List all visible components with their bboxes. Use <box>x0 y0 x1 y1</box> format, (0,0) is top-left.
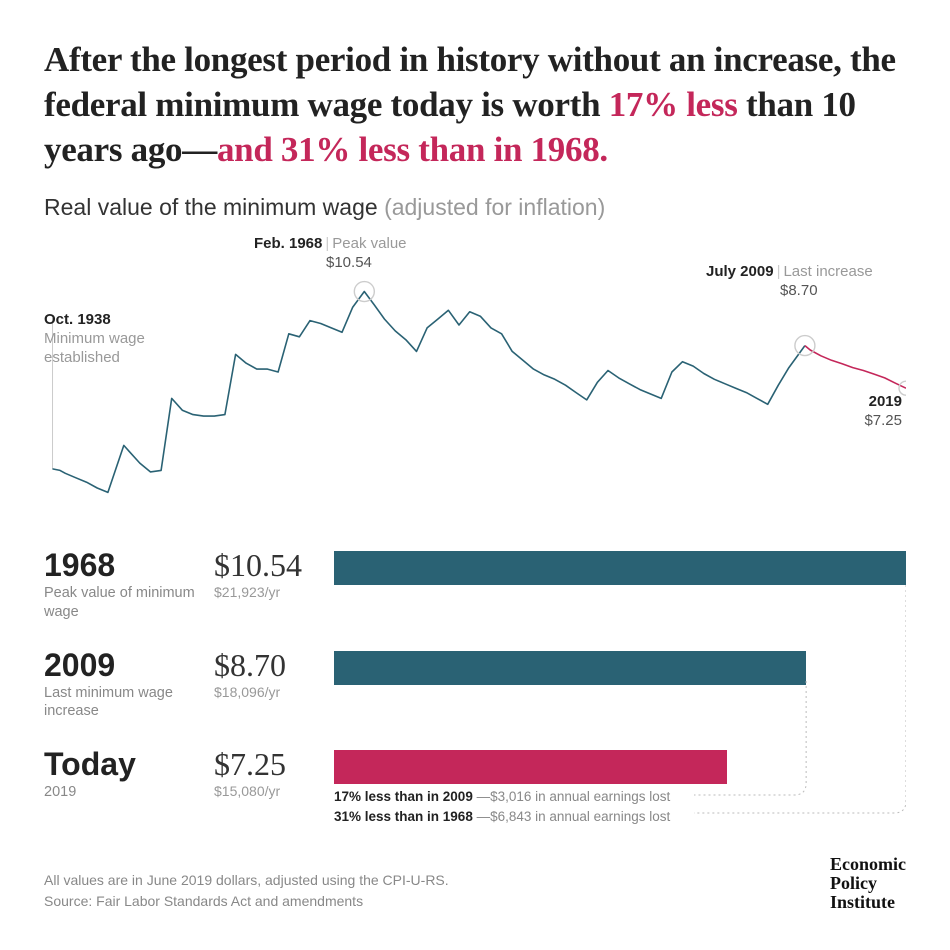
bar-desc: Last minimum wage increase <box>44 684 214 720</box>
bar-year: Today <box>44 748 214 780</box>
bar-annual: $21,923/yr <box>214 584 326 600</box>
bar-year: 2009 <box>44 649 214 681</box>
bar <box>334 551 906 585</box>
subtitle-main: Real value of the minimum wage <box>44 194 384 220</box>
bar-subline: 17% less than in 2009 —$3,016 in annual … <box>334 789 906 804</box>
subtitle: Real value of the minimum wage (adjusted… <box>44 194 906 221</box>
callout-2019: 2019 $7.25 <box>842 393 902 431</box>
headline-emphasis-17: 17% less <box>609 85 738 124</box>
headline: After the longest period in history with… <box>44 38 906 172</box>
logo-line1: Economic <box>830 855 906 874</box>
bar-label: Today 2019 <box>44 748 214 801</box>
line-chart: Oct. 1938 Minimum wage established Feb. … <box>44 233 906 523</box>
bar <box>334 651 806 685</box>
bar-label: 2009Last minimum wage increase <box>44 649 214 720</box>
bar-annual: $15,080/yr <box>214 783 326 799</box>
bar-row: Today 2019$7.25 $15,080/yr 17% less than in… <box>44 748 906 824</box>
callout-1938-desc1: Minimum wage <box>44 330 174 349</box>
bar-chart: 1968Peak value of minimum wage$10.54 $21,… <box>44 549 906 824</box>
bar-subline: 31% less than in 1968 —$6,843 in annual … <box>334 809 906 824</box>
callout-2019-value: $7.25 <box>842 412 902 431</box>
logo-line2: Policy <box>830 874 906 893</box>
bar <box>334 750 727 784</box>
bar-dollar: $8.70 <box>214 649 326 681</box>
bar-dollar: $10.54 <box>214 549 326 581</box>
callout-2019-label: 2019 <box>842 393 902 412</box>
footnote-line2: Source: Fair Labor Standards Act and ame… <box>44 891 449 912</box>
callout-1968-value: $10.54 <box>326 254 407 273</box>
footnote: All values are in June 2019 dollars, adj… <box>44 870 449 912</box>
headline-emphasis-31: and 31% less than in 1968. <box>217 130 608 169</box>
callout-1968-label: Feb. 1968 <box>254 235 322 252</box>
bar-track <box>334 549 906 585</box>
bar-value: $10.54 $21,923/yr <box>214 549 334 600</box>
bar-row: 2009Last minimum wage increase$8.70 $18,0… <box>44 649 906 720</box>
bar-track <box>334 649 906 685</box>
bar-row: 1968Peak value of minimum wage$10.54 $21,… <box>44 549 906 620</box>
subtitle-grey: (adjusted for inflation) <box>384 194 605 220</box>
epi-logo: Economic Policy Institute <box>830 855 906 912</box>
bar-dollar: $7.25 <box>214 748 326 780</box>
callout-2009-desc: Last increase <box>783 263 872 280</box>
bar-label: 1968Peak value of minimum wage <box>44 549 214 620</box>
callout-1968-desc: Peak value <box>332 235 406 252</box>
footnote-line1: All values are in June 2019 dollars, adj… <box>44 870 449 891</box>
bar-desc: 2019 <box>44 783 214 801</box>
callout-1938: Oct. 1938 Minimum wage established <box>44 311 174 367</box>
callout-2009: July 2009|Last increase $8.70 <box>706 263 873 301</box>
bar-desc: Peak value of minimum wage <box>44 584 214 620</box>
bar-value: $8.70 $18,096/yr <box>214 649 334 700</box>
bar-track: 17% less than in 2009 —$3,016 in annual … <box>334 748 906 824</box>
logo-line3: Institute <box>830 893 906 912</box>
callout-1938-desc2: established <box>44 349 174 368</box>
callout-1968: Feb. 1968|Peak value $10.54 <box>254 235 407 273</box>
bar-value: $7.25 $15,080/yr <box>214 748 334 799</box>
callout-1938-label: Oct. 1938 <box>44 311 174 330</box>
bar-year: 1968 <box>44 549 214 581</box>
bar-annual: $18,096/yr <box>214 684 326 700</box>
callout-2009-label: July 2009 <box>706 263 774 280</box>
callout-2009-value: $8.70 <box>780 282 873 301</box>
